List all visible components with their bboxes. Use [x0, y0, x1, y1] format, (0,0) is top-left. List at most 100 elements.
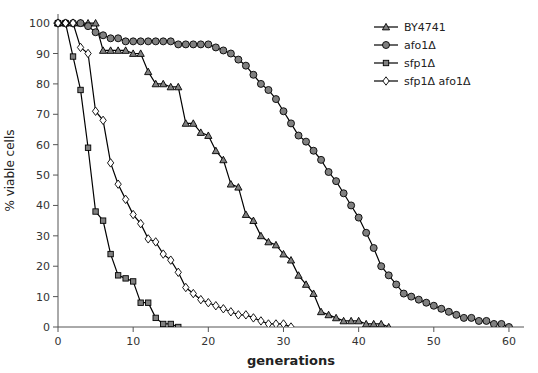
y-tick — [53, 235, 58, 236]
legend-marker — [383, 77, 389, 85]
point — [355, 214, 362, 221]
point — [70, 54, 75, 59]
x-tick-label: 50 — [427, 335, 441, 348]
y-tick — [53, 53, 58, 54]
point — [138, 219, 144, 227]
point — [250, 217, 257, 223]
point — [115, 180, 121, 188]
point — [77, 20, 84, 27]
point — [175, 41, 182, 48]
legend-label: BY4741 — [404, 21, 446, 34]
y-tick-label: 80 — [36, 78, 50, 91]
point — [123, 276, 128, 281]
point — [176, 324, 181, 327]
point — [445, 308, 452, 315]
point — [310, 290, 317, 296]
point — [205, 298, 211, 306]
x-tick-label: 0 — [55, 335, 62, 348]
y-tick — [53, 144, 58, 145]
point — [385, 323, 392, 327]
point — [122, 47, 129, 53]
y-axis-label: % viable cells — [3, 129, 17, 211]
point — [55, 19, 61, 27]
series-line — [58, 23, 178, 327]
point — [168, 256, 174, 264]
point — [227, 181, 234, 187]
point — [175, 83, 182, 89]
y-tick-label: 40 — [36, 199, 50, 212]
point — [107, 35, 114, 42]
point — [355, 317, 362, 323]
y-tick — [53, 266, 58, 267]
point — [265, 86, 272, 93]
point — [85, 23, 92, 30]
point — [280, 108, 287, 115]
point — [77, 20, 84, 26]
point — [438, 305, 445, 312]
point — [153, 238, 159, 246]
point — [115, 47, 122, 53]
point — [280, 250, 287, 256]
point — [250, 71, 257, 78]
point — [295, 132, 302, 139]
point — [85, 49, 91, 57]
y-tick-label: 100 — [29, 17, 50, 30]
point — [92, 20, 99, 26]
legend-marker — [383, 42, 390, 49]
legend-marker — [382, 23, 389, 29]
point — [137, 50, 144, 56]
point — [183, 283, 189, 291]
y-axis-line — [58, 14, 59, 327]
point — [317, 308, 324, 314]
point — [250, 314, 256, 322]
point — [100, 32, 107, 39]
point — [235, 56, 242, 63]
point — [62, 19, 68, 27]
point — [453, 311, 460, 318]
point — [70, 19, 76, 27]
point — [92, 107, 98, 115]
y-tick — [53, 327, 58, 328]
x-tick-label: 10 — [126, 335, 140, 348]
y-tick-label: 70 — [36, 108, 50, 121]
point — [468, 314, 475, 321]
point — [122, 38, 129, 45]
point — [137, 38, 144, 45]
point — [273, 320, 279, 327]
point — [242, 62, 249, 69]
plot-area — [54, 19, 512, 327]
point — [302, 281, 309, 287]
point — [370, 244, 377, 251]
point — [93, 209, 98, 214]
point — [160, 38, 167, 45]
x-axis-label: generations — [247, 353, 335, 368]
y-tick-label: 50 — [36, 169, 50, 182]
point — [220, 156, 227, 162]
point — [160, 250, 166, 258]
point — [363, 320, 370, 326]
y-tick — [53, 114, 58, 115]
legend-label: sfp1Δ — [404, 57, 436, 70]
point — [220, 305, 226, 313]
point — [272, 96, 279, 103]
point — [161, 321, 166, 326]
point — [490, 320, 497, 327]
point — [272, 241, 279, 247]
point — [400, 290, 407, 297]
point — [325, 169, 332, 176]
point — [430, 302, 437, 309]
point — [145, 38, 152, 45]
point — [138, 300, 143, 305]
point — [415, 296, 422, 303]
point — [257, 232, 264, 238]
y-tick-label: 60 — [36, 139, 50, 152]
point — [340, 190, 347, 197]
point — [152, 80, 159, 86]
point — [333, 178, 340, 185]
point — [265, 238, 272, 244]
point — [408, 293, 415, 300]
point — [100, 116, 106, 124]
point — [258, 317, 264, 325]
point — [288, 323, 294, 327]
point — [475, 317, 482, 324]
